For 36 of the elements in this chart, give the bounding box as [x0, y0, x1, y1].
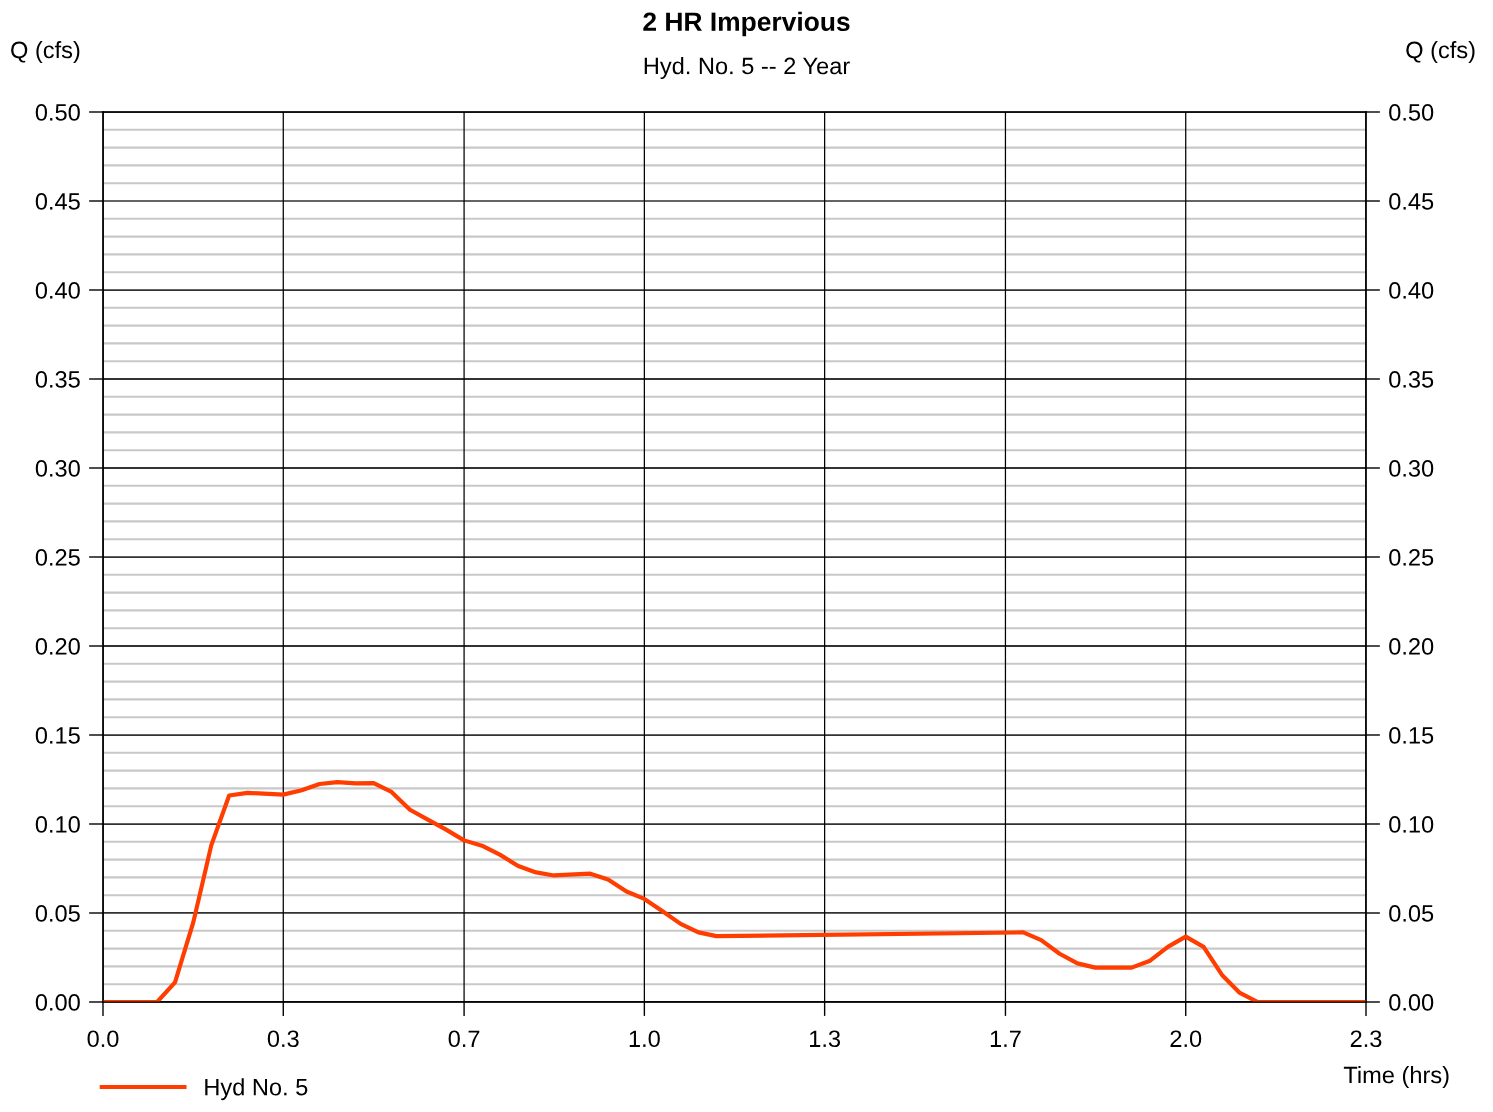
- x-tick-label: 0.3: [267, 1030, 299, 1048]
- y2-tick-label: 0.10: [1389, 816, 1434, 833]
- y2-tick-label: 0.20: [1389, 638, 1434, 655]
- y2-axis-title: Q (cfs): [1406, 41, 1475, 63]
- y-tick-label: 0.20: [35, 638, 80, 655]
- y-tick-label: 0.25: [35, 549, 80, 566]
- y-tick-label: 0.40: [35, 282, 80, 299]
- x-tick-label: 1.3: [810, 1030, 841, 1048]
- y-tick-label: 0.05: [35, 905, 80, 922]
- x-tick-label: 0.7: [448, 1030, 480, 1048]
- y2-tick-label: 0.30: [1389, 460, 1434, 477]
- chart-subtitle: Hyd. No. 5 -- 2 Year: [644, 57, 850, 79]
- y-tick-label: 0.45: [35, 193, 80, 210]
- y-axis-title: Q (cfs): [11, 41, 80, 63]
- y2-tick-label: 0.15: [1389, 727, 1434, 744]
- y-tick-label: 0.35: [35, 371, 80, 388]
- x-tick-label: 1.0: [629, 1030, 660, 1048]
- y2-tick-label: 0.05: [1389, 905, 1434, 922]
- y2-tick-label: 0.45: [1389, 193, 1434, 210]
- chart-title: 2 HR Impervious: [643, 11, 850, 37]
- x-tick-label: 2.0: [1170, 1030, 1202, 1048]
- y-tick-label: 0.50: [35, 104, 80, 121]
- y2-tick-label: 0.25: [1389, 549, 1434, 566]
- y2-tick-label: 0.50: [1389, 104, 1434, 121]
- legend-label: Hyd No. 5: [205, 1078, 308, 1101]
- y2-tick-label: 0.35: [1389, 371, 1434, 388]
- y-tick-label: 0.15: [35, 727, 80, 744]
- y-tick-label: 0.30: [35, 460, 80, 477]
- x-axis-title: Time (hrs): [1343, 1065, 1449, 1088]
- y-tick-label: 0.00: [35, 994, 80, 1011]
- x-tick-label: 2.3: [1350, 1030, 1382, 1048]
- y-tick-label: 0.10: [35, 816, 80, 833]
- x-tick-label: 1.7: [990, 1030, 1021, 1047]
- y2-tick-label: 0.00: [1389, 994, 1434, 1011]
- y2-tick-label: 0.40: [1389, 282, 1434, 299]
- x-tick-label: 0.0: [87, 1030, 119, 1048]
